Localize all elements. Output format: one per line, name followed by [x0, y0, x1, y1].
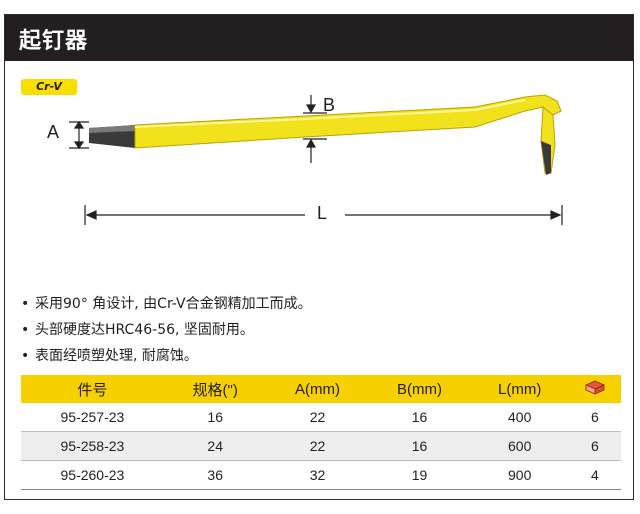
dimension-a-marker — [69, 120, 89, 150]
col-header-b: B(mm) — [368, 375, 471, 403]
spec-table: 件号 规格(") A(mm) B(mm) L(mm) 95-257-23 16 … — [21, 375, 621, 490]
dimension-a-label: A — [47, 122, 60, 142]
feature-list: • 采用90° 角设计, 由Cr-V合金钢精加工而成。 • 头部硬度达HRC46-5… — [21, 291, 312, 369]
table-row: 95-260-23 36 32 19 900 4 — [21, 460, 621, 490]
material-badge: Cr-V — [21, 79, 77, 95]
feature-item: • 表面经喷塑处理, 耐腐蚀。 — [21, 348, 198, 364]
box-quantity-icon — [584, 380, 605, 395]
dimension-b-label: B — [323, 95, 336, 115]
col-header-box — [568, 375, 621, 403]
dimension-l-label: L — [317, 203, 328, 223]
table-header-row: 件号 规格(") A(mm) B(mm) L(mm) — [21, 375, 621, 403]
table-row: 95-258-23 24 22 16 600 6 — [21, 431, 621, 461]
product-panel: 起钉器 Cr-V — [4, 14, 634, 500]
col-header-size: 规格(") — [163, 375, 267, 403]
page-title: 起钉器 — [19, 29, 89, 54]
feature-item: • 头部硬度达HRC46-56, 坚固耐用。 — [21, 322, 254, 338]
col-header-part-no: 件号 — [21, 375, 164, 403]
col-header-l: L(mm) — [470, 375, 569, 403]
feature-item: • 采用90° 角设计, 由Cr-V合金钢精加工而成。 — [21, 296, 312, 312]
wrecking-bar — [89, 94, 562, 175]
wrecking-bar-diagram — [69, 94, 563, 225]
table-row: 95-257-23 16 22 16 400 6 — [21, 403, 621, 432]
title-bar: 起钉器 — [5, 15, 633, 61]
dimension-l-marker — [84, 205, 563, 225]
col-header-a: A(mm) — [266, 375, 369, 403]
dimension-b-marker — [303, 95, 327, 163]
